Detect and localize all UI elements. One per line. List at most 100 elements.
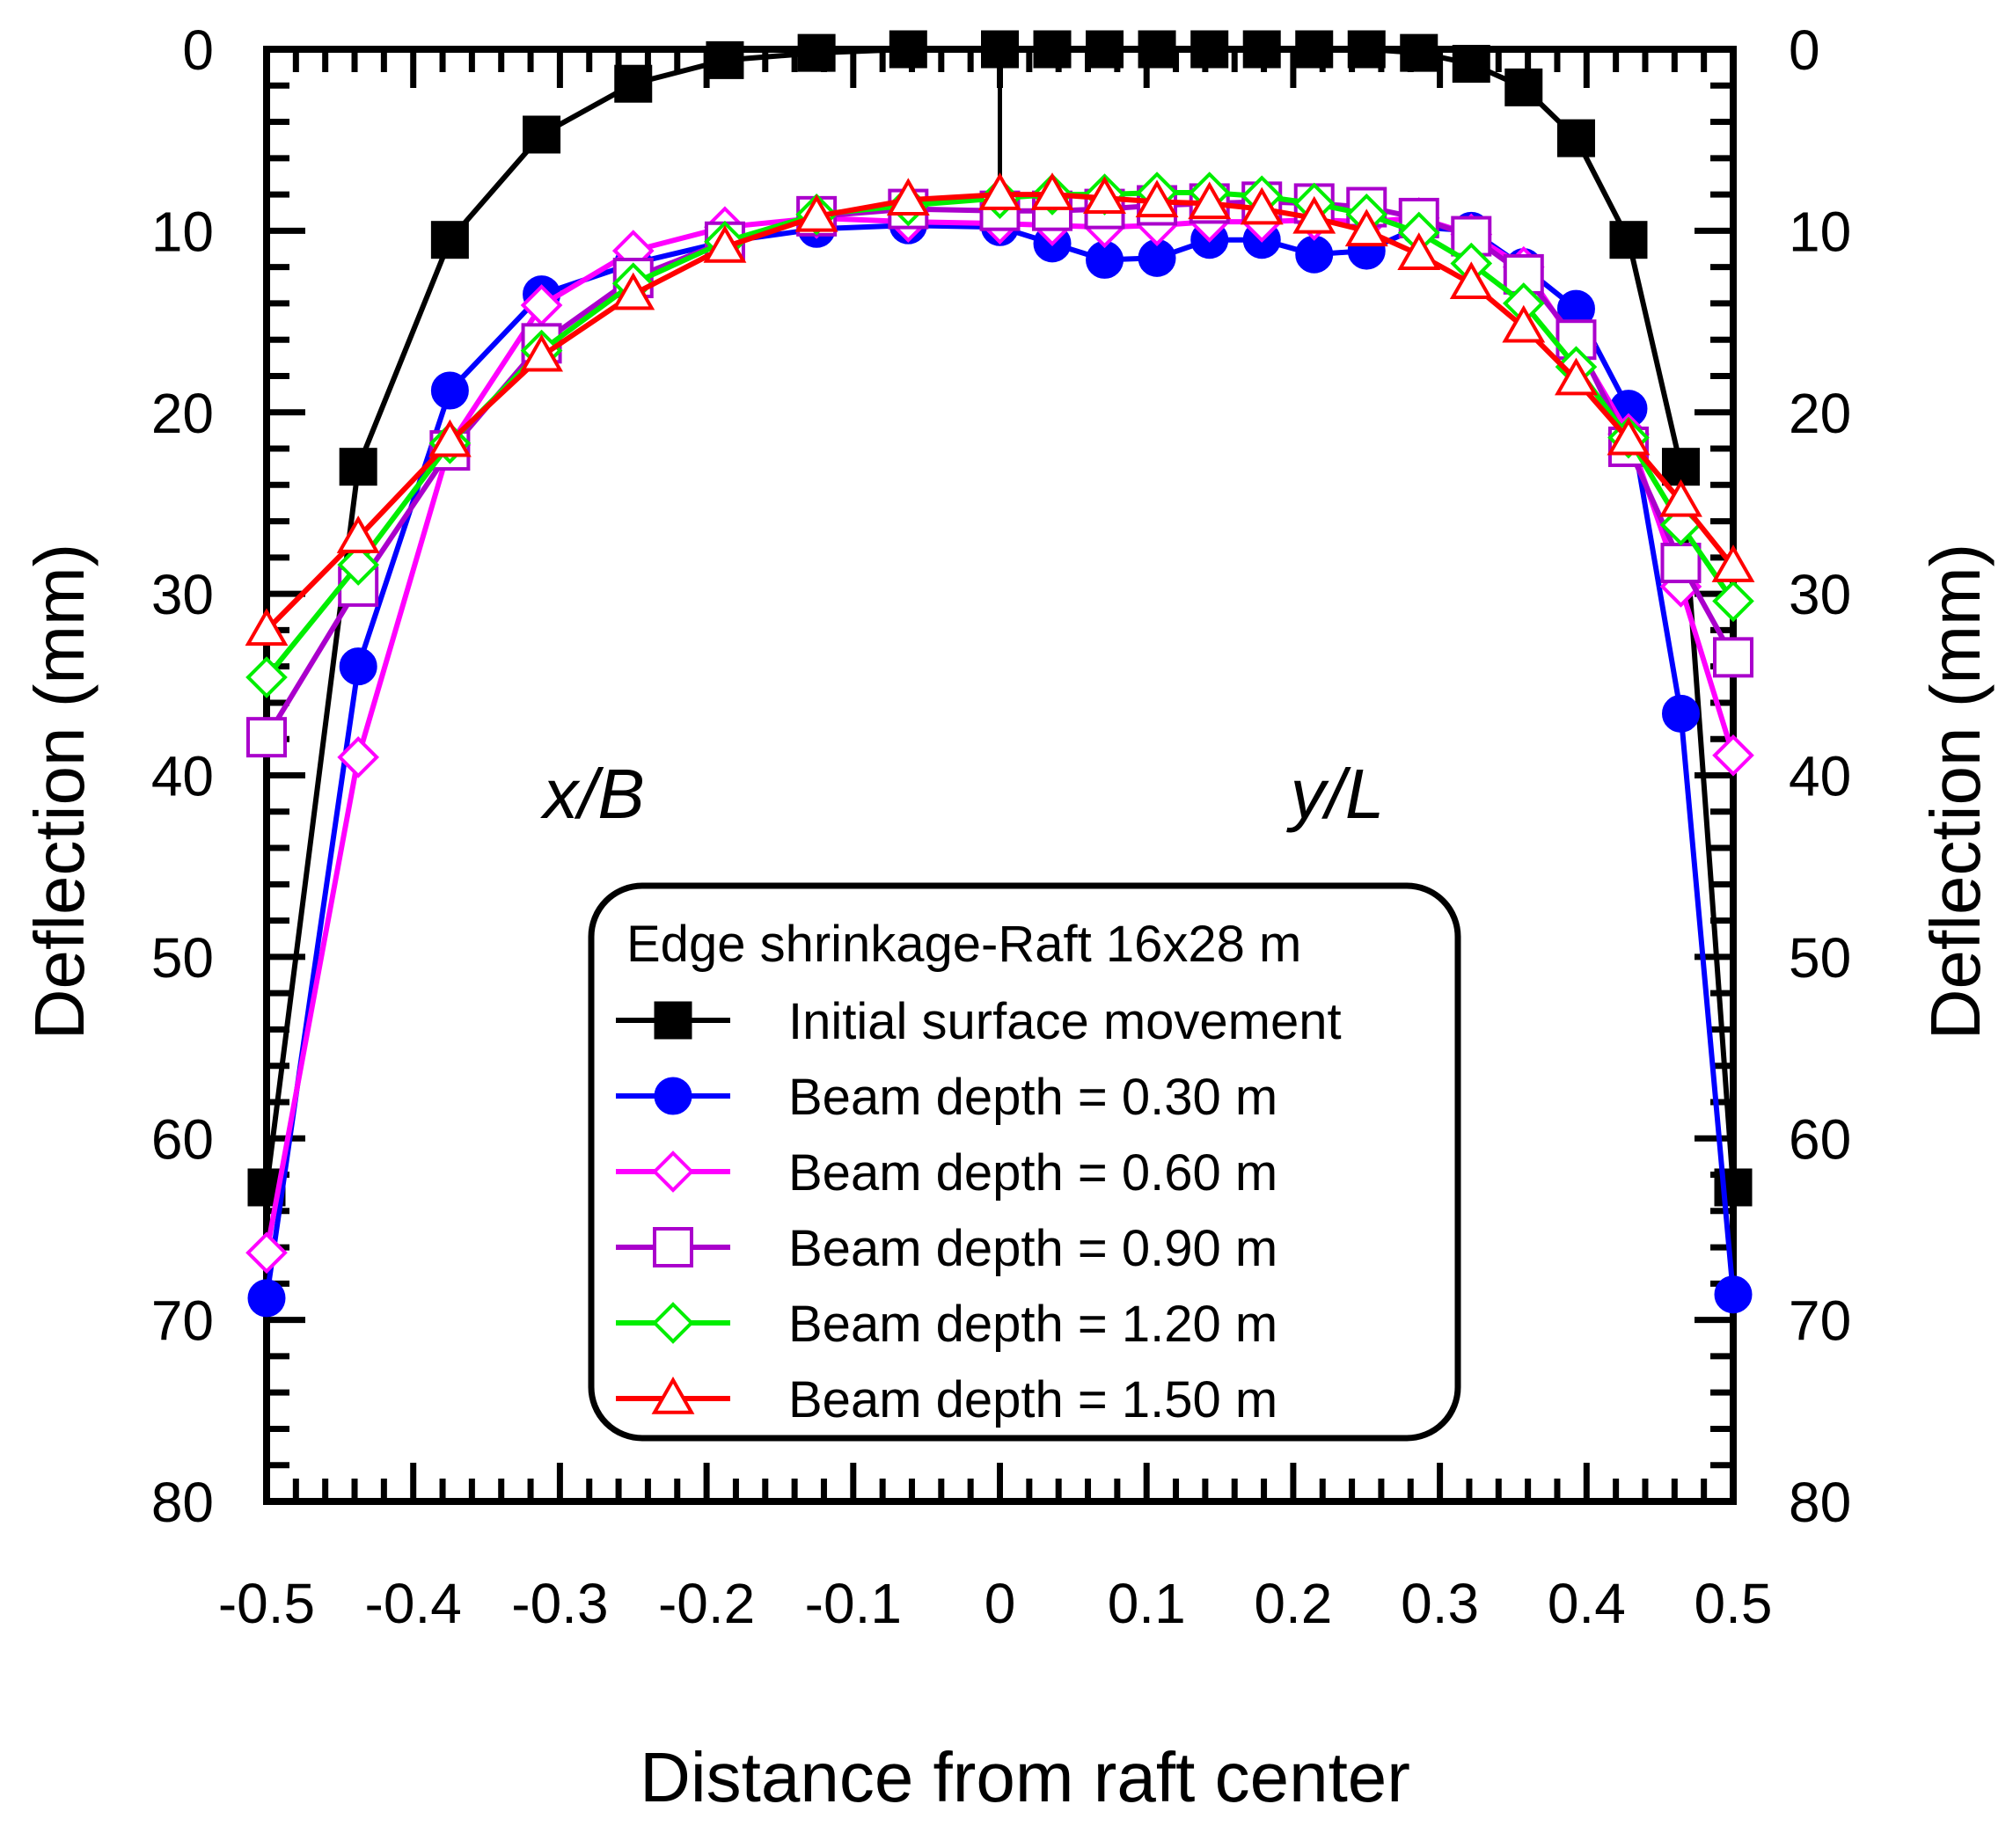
- y-tick-label-left: 40: [151, 745, 214, 808]
- y-tick-label-right: 80: [1789, 1471, 1851, 1534]
- data-point: [1609, 221, 1648, 259]
- y-tick-label-right: 20: [1789, 382, 1851, 445]
- legend-item-5: Beam depth = 1.50 m: [616, 1371, 1277, 1428]
- data-point: [1397, 232, 1441, 270]
- data-point: [1714, 1275, 1753, 1314]
- data-point: [1712, 734, 1754, 777]
- series-3: [246, 181, 1753, 758]
- data-point: [245, 1231, 288, 1275]
- x-tick-label: 0.5: [1695, 1572, 1773, 1635]
- data-point: [1607, 417, 1651, 456]
- legend-item-2: Beam depth = 0.60 m: [616, 1144, 1277, 1202]
- data-point: [339, 647, 377, 686]
- data-point: [1188, 181, 1232, 220]
- x-tick-label: -0.1: [805, 1572, 902, 1635]
- y-tick-label-left: 70: [151, 1289, 214, 1353]
- data-point: [1347, 30, 1386, 69]
- data-point: [337, 736, 380, 778]
- legend-label: Beam depth = 1.20 m: [788, 1296, 1277, 1353]
- data-point: [1400, 33, 1438, 72]
- data-point: [978, 172, 1021, 210]
- y-tick-label-right: 0: [1789, 18, 1820, 82]
- x-tick-label: 0.4: [1548, 1572, 1626, 1635]
- legend-marker: [654, 1001, 692, 1040]
- data-point: [1086, 30, 1124, 69]
- x-tick-label: -0.2: [658, 1572, 755, 1635]
- legend-label: Beam depth = 0.90 m: [788, 1220, 1277, 1277]
- data-point: [245, 608, 289, 646]
- data-point: [1711, 544, 1755, 582]
- x-tick-label: 0.1: [1108, 1572, 1186, 1635]
- data-point: [1659, 478, 1702, 517]
- data-point: [1295, 30, 1334, 69]
- x-tick-label: 0.2: [1254, 1572, 1332, 1635]
- data-point: [430, 221, 469, 259]
- y-tick-label-left: 20: [151, 382, 214, 445]
- legend-marker: [652, 1302, 694, 1344]
- data-point: [611, 272, 655, 310]
- data-point: [337, 544, 380, 586]
- y-tick-label-left: 50: [151, 926, 214, 990]
- data-point: [245, 656, 288, 698]
- data-point: [886, 178, 930, 216]
- data-point: [246, 717, 287, 758]
- data-point: [1344, 208, 1388, 247]
- y-tick-label-right: 50: [1789, 926, 1851, 990]
- y-axis-label-left: Deflection (mm): [20, 544, 99, 1041]
- data-point: [1292, 195, 1336, 234]
- x-tick-label: -0.4: [365, 1572, 462, 1635]
- data-point: [1030, 172, 1074, 210]
- y-tick-label-right: 40: [1789, 745, 1851, 808]
- data-point: [336, 515, 380, 553]
- data-point: [981, 30, 1019, 69]
- y-tick-label-left: 80: [151, 1471, 214, 1534]
- data-point: [1295, 235, 1334, 274]
- x-axis-sublabel-left: x/B: [539, 755, 645, 833]
- legend-item-0: Initial surface movement: [616, 993, 1342, 1050]
- x-axis-sublabel-right: y/L: [1286, 755, 1385, 833]
- legend-item-1: Beam depth = 0.30 m: [616, 1069, 1277, 1126]
- data-point: [1555, 357, 1598, 396]
- data-point: [797, 33, 836, 72]
- data-point: [1661, 448, 1700, 486]
- data-point: [339, 448, 377, 486]
- legend-label: Initial surface movement: [788, 993, 1342, 1050]
- legend-title: Edge shrinkage-Raft 16x28 m: [626, 916, 1301, 973]
- data-point: [1502, 304, 1546, 343]
- y-tick-label-left: 0: [182, 18, 214, 82]
- x-tick-label: 0.3: [1401, 1572, 1479, 1635]
- legend-item-4: Beam depth = 1.20 m: [616, 1296, 1277, 1353]
- legend-box: [588, 882, 1461, 1442]
- legend-marker: [651, 1376, 695, 1414]
- data-point: [706, 40, 744, 79]
- data-point: [1504, 68, 1543, 106]
- data-point: [1449, 261, 1493, 299]
- legend-marker: [652, 1150, 694, 1193]
- data-point: [1556, 119, 1595, 157]
- legend-marker: [654, 1077, 692, 1115]
- data-point: [614, 64, 653, 103]
- data-point: [1135, 179, 1179, 218]
- y-tick-label-left: 10: [151, 200, 214, 263]
- data-point: [247, 1279, 286, 1318]
- series-0: [247, 30, 1753, 1207]
- data-point: [1190, 30, 1229, 69]
- y-tick-label-right: 30: [1789, 563, 1851, 626]
- data-point: [1138, 30, 1176, 69]
- y-tick-label-right: 10: [1789, 200, 1851, 263]
- y-tick-label-left: 60: [151, 1107, 214, 1171]
- data-point: [1660, 543, 1702, 584]
- data-point: [428, 419, 472, 457]
- data-point: [1033, 30, 1072, 69]
- data-point: [794, 194, 838, 232]
- y-axis-label-right: Deflection (mm): [1916, 544, 1995, 1041]
- legend-item-3: Beam depth = 0.90 m: [616, 1220, 1277, 1277]
- data-point: [523, 115, 561, 154]
- data-point: [1242, 30, 1281, 69]
- legend: Edge shrinkage-Raft 16x28 m Initial surfa…: [588, 882, 1461, 1442]
- x-tick-label: 0: [985, 1572, 1016, 1635]
- data-point: [1712, 580, 1754, 623]
- data-point: [889, 30, 927, 69]
